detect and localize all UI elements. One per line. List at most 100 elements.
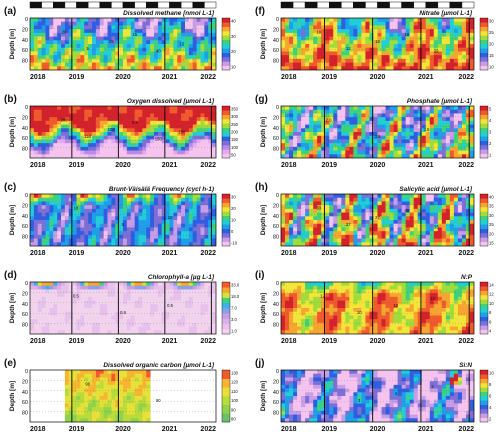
heatmap-cell (76, 143, 81, 148)
heatmap-cell (337, 205, 342, 210)
heatmap-cell (185, 120, 190, 125)
heatmap-cell (357, 234, 362, 239)
heatmap-cell (64, 106, 70, 111)
heatmap-cell (337, 197, 342, 202)
heatmap-cell (45, 55, 50, 60)
heatmap-cell (64, 418, 70, 422)
heatmap-cell (33, 154, 39, 158)
heatmap-cell (389, 113, 394, 118)
heatmap-cell (80, 212, 85, 217)
heatmap-cell (181, 220, 186, 225)
heatmap-cell (30, 227, 35, 232)
heatmap-cell (196, 128, 201, 133)
heatmap-cell (357, 201, 362, 206)
heatmap-cell (68, 135, 74, 140)
contour-label: 90 (156, 398, 161, 403)
heatmap-cell (181, 197, 186, 202)
heatmap-cell (169, 289, 174, 294)
heatmap-cell (177, 282, 182, 287)
heatmap-cell (373, 21, 378, 26)
heatmap-cell (95, 25, 101, 30)
heatmap-cell (123, 51, 128, 56)
heatmap-cell (401, 146, 407, 151)
heatmap-cell (92, 330, 97, 334)
heatmap-cell (111, 392, 116, 397)
heatmap-cell (196, 150, 201, 155)
heatmap-cell (88, 242, 93, 246)
heatmap-cell (173, 150, 178, 155)
heatmap-cell (309, 117, 314, 122)
heatmap-cell (465, 36, 471, 41)
heatmap-cell (68, 208, 74, 213)
heatmap-cell (33, 58, 39, 63)
heatmap-cell (329, 128, 334, 133)
heatmap-cell (313, 146, 318, 151)
heatmap-cell (111, 407, 116, 412)
heatmap-cell (49, 197, 54, 202)
heatmap-cell (138, 150, 143, 155)
heatmap-cell (181, 282, 186, 287)
heatmap-cell (425, 25, 431, 30)
heatmap-cell (123, 40, 128, 45)
heatmap-cell (441, 128, 447, 133)
heatmap-cell (317, 120, 322, 125)
heatmap-cell (99, 223, 105, 228)
heatmap-cell (134, 120, 139, 125)
heatmap-cell (49, 143, 54, 148)
heatmap-cell (325, 117, 330, 122)
heatmap-cell (281, 242, 286, 246)
heatmap-cell (154, 197, 159, 202)
heatmap-cell (80, 315, 85, 320)
heatmap-cell (381, 18, 386, 23)
heatmap-cell (92, 113, 97, 118)
heatmap-cell (80, 231, 85, 236)
heatmap-cell (433, 139, 439, 144)
heatmap-cell (192, 117, 198, 122)
heatmap-cell (449, 120, 455, 125)
heatmap-cell (313, 154, 318, 158)
season-segment (111, 1, 124, 9)
heatmap-cell (349, 216, 354, 221)
heatmap-cell (92, 55, 97, 60)
heatmap-cell (369, 29, 374, 34)
heatmap-cell (185, 319, 190, 324)
heatmap-cell (95, 154, 101, 158)
heatmap-cell (204, 128, 209, 133)
heatmap-cell (177, 322, 182, 327)
depth-tick-label: 60 (22, 136, 28, 142)
heatmap-cell (185, 62, 190, 67)
heatmap-cell (165, 201, 170, 206)
heatmap-cell (305, 18, 310, 23)
heatmap-cell (53, 205, 58, 210)
heatmap-cell (313, 212, 318, 217)
heatmap-cell (457, 109, 463, 114)
heatmap-cell (130, 197, 136, 202)
heatmap-cell (329, 139, 334, 144)
heatmap-cell (130, 117, 136, 122)
heatmap-cell (445, 58, 451, 63)
heatmap-cell (30, 296, 35, 301)
heatmap-cell (72, 120, 77, 125)
heatmap-cell (329, 223, 334, 228)
heatmap-cell (325, 18, 330, 23)
heatmap-cell (293, 124, 298, 129)
heatmap-cell (465, 21, 471, 26)
heatmap-cell (461, 106, 467, 111)
heatmap-cell (429, 128, 435, 133)
heatmap-cell (313, 18, 318, 23)
heatmap-cell (177, 208, 182, 213)
heatmap-cell (433, 18, 439, 23)
heatmap-cell (30, 106, 35, 111)
heatmap-cell (146, 381, 151, 386)
heatmap-cell (208, 322, 213, 327)
heatmap-cell (212, 120, 216, 125)
heatmap-cell (281, 29, 286, 34)
heatmap-cell (437, 132, 443, 137)
heatmap-cell (53, 201, 58, 206)
heatmap-cell (154, 205, 159, 210)
heatmap-cell (72, 44, 77, 49)
heatmap-cell (157, 194, 163, 199)
heatmap-cell (301, 216, 306, 221)
heatmap-cell (196, 216, 201, 221)
heatmap-cell (417, 143, 423, 148)
